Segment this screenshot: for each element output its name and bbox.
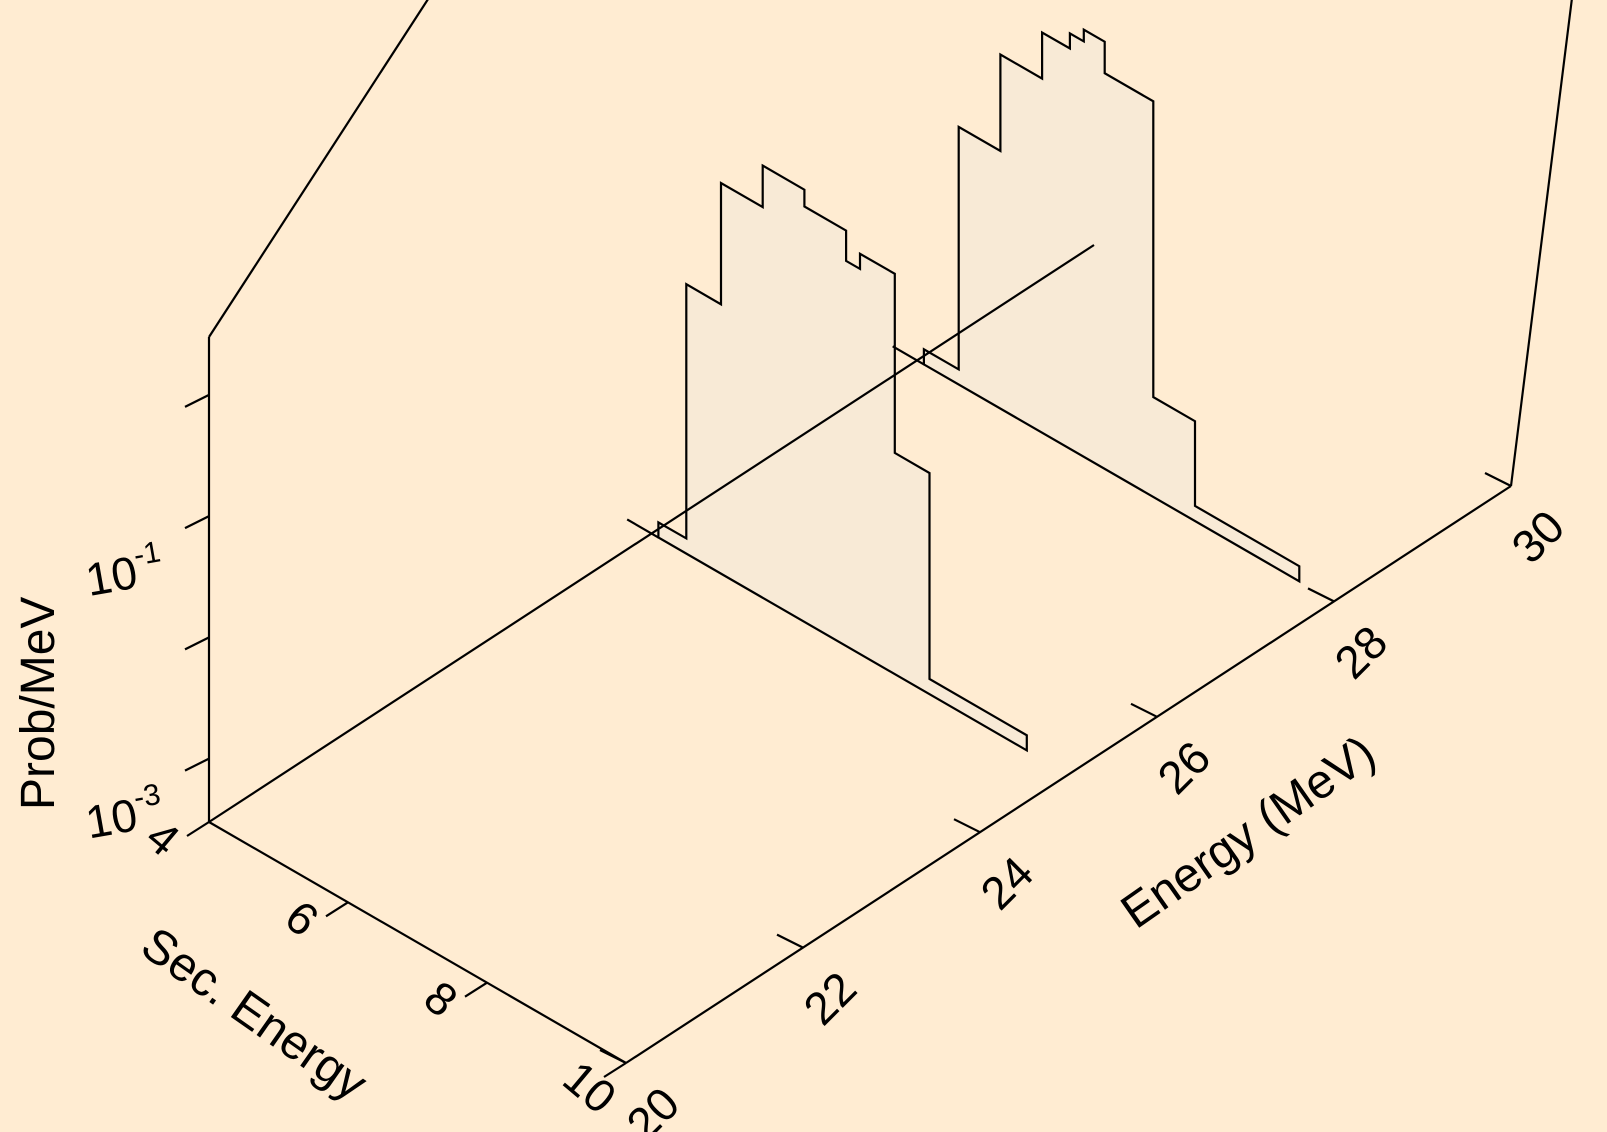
y-tick-label-2: 8 [415, 971, 468, 1027]
x-tick-0 [599, 1049, 627, 1064]
x-tick-3 [1130, 702, 1158, 718]
axis-ticks [184, 393, 1512, 1078]
x-tick-4 [1307, 587, 1335, 603]
x-tick-label-2: 24 [970, 846, 1043, 919]
axes-frame [207, 0, 1573, 1064]
x-tick-label-5: 30 [1501, 500, 1574, 573]
panel-baseline-25 [626, 518, 660, 539]
x-tick-label-0: 20 [616, 1077, 689, 1132]
y-tick-label-0: 4 [137, 810, 190, 866]
z-tick-0 [184, 757, 210, 772]
right-vertical-edge [1509, 0, 1573, 487]
y-axis-title: Sec. Energy [132, 918, 377, 1111]
x-axis-title: Energy (MeV) [1112, 726, 1385, 939]
z-tick-label-1: 10-1 [81, 535, 168, 606]
x-tick-label-4: 28 [1324, 616, 1397, 689]
y-tick-1 [325, 901, 349, 918]
x-tick-1 [776, 933, 804, 949]
x-tick-5 [1484, 472, 1512, 487]
x-tick-label-3: 26 [1147, 731, 1220, 804]
panel-baseline-28 [892, 345, 925, 366]
x-axis-line [625, 485, 1512, 1064]
y-tick-label-1: 6 [276, 890, 329, 946]
histogram-panel-25 [657, 163, 1028, 753]
z-tick-1 [184, 636, 210, 651]
x-tick-2 [953, 818, 981, 834]
z-tick-label-0: 10-3 [81, 778, 168, 849]
z-axis-title: Prob/MeV [12, 597, 65, 810]
y-tick-label-3: 10 [554, 1051, 627, 1124]
histogram-panel-28 [922, 27, 1301, 584]
y-tick-2 [464, 981, 488, 998]
histogram-panels [626, 27, 1301, 753]
z-tick-3 [184, 393, 210, 408]
back-floor-edge [208, 244, 1095, 823]
back-top-edge [208, 0, 429, 338]
x-tick-label-1: 22 [793, 962, 866, 1035]
y-tick-0 [186, 821, 210, 837]
z-tick-2 [184, 515, 210, 530]
y-tick-3 [603, 1062, 627, 1078]
y-axis-line [208, 821, 627, 1064]
